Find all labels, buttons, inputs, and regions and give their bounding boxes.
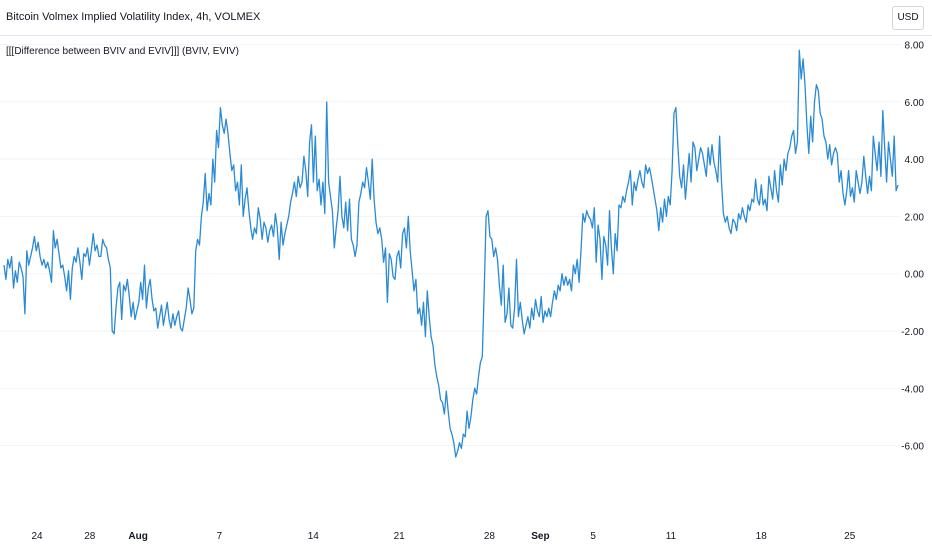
- chart-header: Bitcoin Volmex Implied Volatility Index,…: [0, 0, 932, 36]
- x-axis: 24 28 Aug 7 14 21 28 Sep 5 11 18 25: [32, 531, 856, 542]
- x-tick-label: 7: [217, 531, 223, 542]
- x-tick-label: 28: [84, 531, 96, 542]
- x-tick-label: 28: [484, 531, 496, 542]
- y-tick-label: -2.00: [901, 327, 924, 338]
- y-tick-label: 4.00: [905, 155, 925, 166]
- y-axis: 8.00 6.00 4.00 2.00 0.00 -2.00 -4.00 -6.00: [901, 41, 924, 453]
- x-tick-label: 5: [590, 531, 596, 542]
- y-tick-label: 2.00: [905, 212, 925, 223]
- x-tick-label: 18: [756, 531, 768, 542]
- y-tick-label: 0.00: [905, 270, 925, 281]
- x-tick-label: Aug: [128, 531, 147, 542]
- chart-title: Bitcoin Volmex Implied Volatility Index,…: [6, 11, 261, 23]
- x-tick-label: 14: [308, 531, 320, 542]
- series-group: [3, 49, 899, 458]
- indicator-label: [[[Difference between BVIV and EVIV]]] (…: [6, 46, 239, 57]
- y-tick-label: -6.00: [901, 442, 924, 453]
- x-tick-label: 25: [844, 531, 856, 542]
- grid-lines: [0, 44, 900, 447]
- y-tick-label: 6.00: [905, 98, 925, 109]
- currency-button[interactable]: USD: [892, 6, 924, 30]
- y-tick-label: 8.00: [905, 41, 925, 52]
- x-tick-label: Sep: [531, 531, 549, 542]
- y-tick-label: -4.00: [901, 384, 924, 395]
- x-tick-label: 21: [394, 531, 406, 542]
- x-tick-label: 11: [666, 531, 677, 542]
- x-tick-label: 24: [32, 531, 44, 542]
- series-line: [3, 49, 899, 458]
